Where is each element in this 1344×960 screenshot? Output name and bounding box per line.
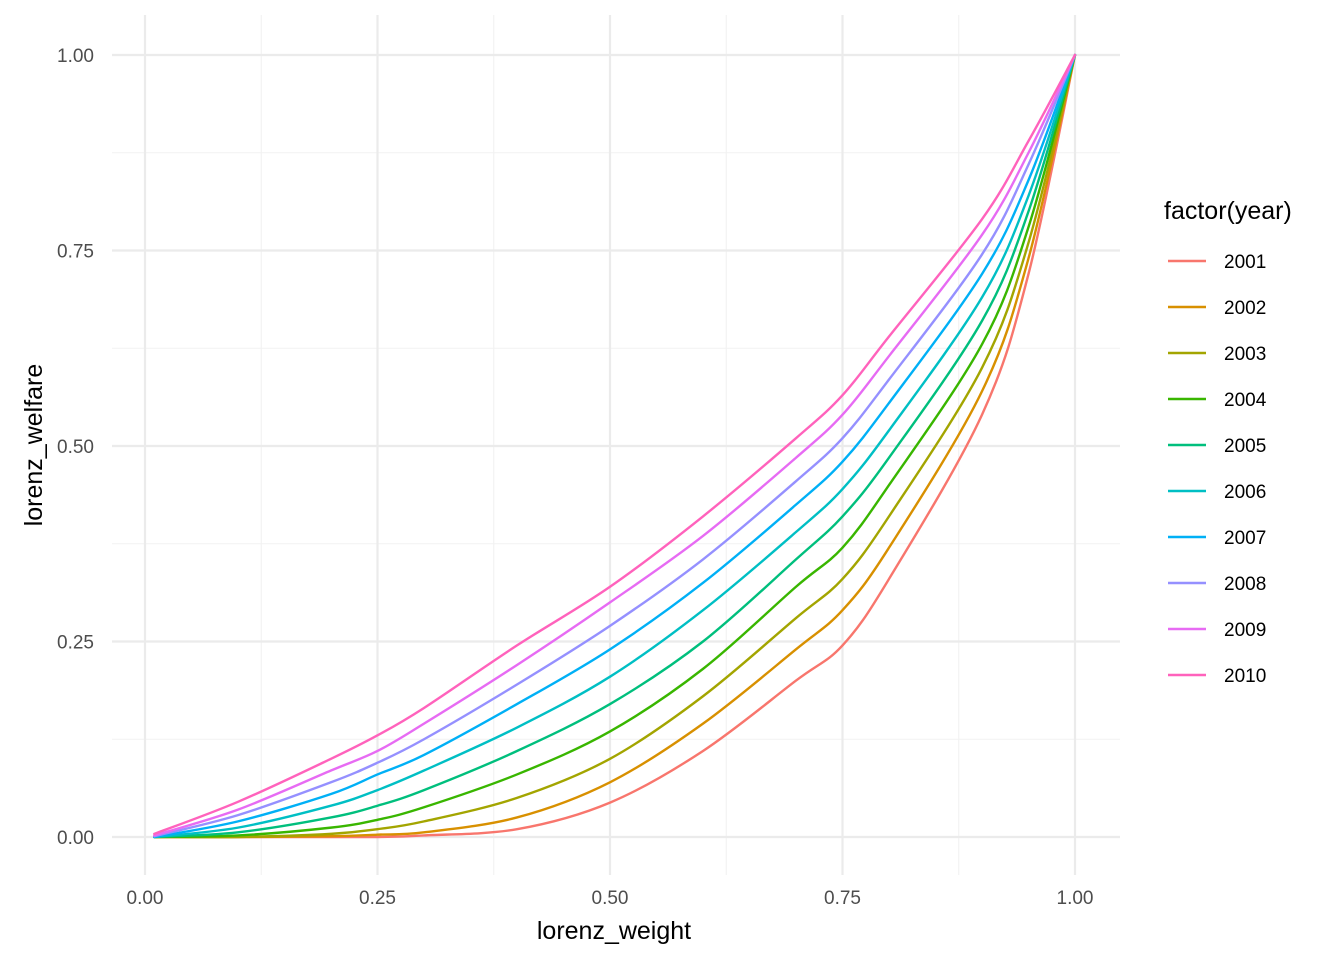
legend-label-2002: 2002 bbox=[1224, 298, 1266, 319]
y-tick-label: 0.75 bbox=[57, 242, 94, 263]
series-line-2009 bbox=[153, 53, 1077, 837]
x-tick-label: 0.75 bbox=[824, 888, 861, 909]
legend-label-2003: 2003 bbox=[1224, 344, 1266, 365]
legend-label-2006: 2006 bbox=[1224, 482, 1266, 503]
series-line-2010 bbox=[153, 53, 1077, 836]
y-tick-label: 1.00 bbox=[57, 46, 94, 67]
y-axis-title: lorenz_welfare bbox=[20, 364, 48, 527]
x-tick-label: 0.00 bbox=[127, 888, 164, 909]
series-line-2002 bbox=[153, 53, 1077, 839]
series-lines bbox=[153, 53, 1077, 839]
y-tick-label: 0.50 bbox=[57, 437, 94, 458]
y-tick-label: 0.00 bbox=[57, 828, 94, 849]
x-tick-label: 0.25 bbox=[359, 888, 396, 909]
legend-label-2004: 2004 bbox=[1224, 390, 1267, 411]
legend-label-2008: 2008 bbox=[1224, 574, 1266, 595]
legend-label-2007: 2007 bbox=[1224, 528, 1266, 549]
legend: factor(year) 200120022003200420052006200… bbox=[1164, 197, 1292, 687]
series-line-2001 bbox=[153, 53, 1077, 839]
grid bbox=[112, 15, 1120, 875]
series-line-2003 bbox=[153, 53, 1077, 839]
y-axis-ticks: 0.00 0.25 0.50 0.75 1.00 bbox=[57, 46, 94, 849]
series-line-2005 bbox=[153, 53, 1077, 839]
y-tick-label: 0.25 bbox=[57, 633, 94, 654]
legend-title: factor(year) bbox=[1164, 197, 1292, 225]
series-line-2006 bbox=[153, 53, 1077, 839]
legend-label-2009: 2009 bbox=[1224, 620, 1266, 641]
x-tick-label: 1.00 bbox=[1057, 888, 1094, 909]
legend-label-2001: 2001 bbox=[1224, 252, 1266, 273]
x-axis-ticks: 0.00 0.25 0.50 0.75 1.00 bbox=[127, 888, 1094, 909]
series-line-2007 bbox=[153, 53, 1077, 839]
legend-label-2005: 2005 bbox=[1224, 436, 1266, 457]
legend-label-2010: 2010 bbox=[1224, 666, 1266, 687]
series-line-2008 bbox=[153, 53, 1077, 838]
x-tick-label: 0.50 bbox=[592, 888, 629, 909]
series-line-2004 bbox=[153, 53, 1077, 839]
x-axis-title: lorenz_weight bbox=[537, 917, 691, 945]
legend-items: 2001 2002 2003 2004 2005 2006 2007 2008 2009 2010 bbox=[1168, 252, 1267, 687]
